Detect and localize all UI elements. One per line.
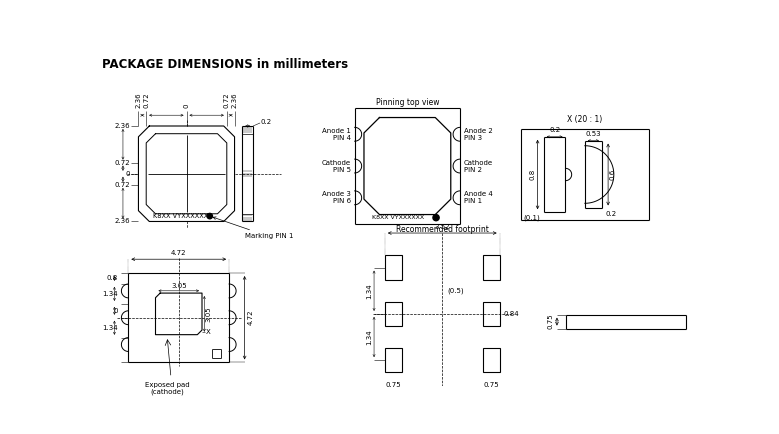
Text: 3.05: 3.05 [206, 306, 212, 322]
Text: (0.5): (0.5) [447, 288, 464, 294]
Text: (0.1): (0.1) [523, 214, 540, 221]
Text: 1.34: 1.34 [365, 329, 372, 345]
Text: K8XX VYXXXXXX: K8XX VYXXXXXX [153, 213, 208, 219]
Text: 0.8: 0.8 [106, 276, 118, 282]
Text: 0.2: 0.2 [261, 119, 272, 125]
Text: 3.52: 3.52 [435, 224, 450, 230]
Text: Cathode
PIN 5: Cathode PIN 5 [322, 160, 351, 173]
Text: Anode 1
PIN 4: Anode 1 PIN 4 [322, 128, 351, 141]
Text: Anode 2
PIN 3: Anode 2 PIN 3 [464, 128, 492, 141]
Text: 0.72: 0.72 [115, 160, 130, 166]
Text: 0.72: 0.72 [143, 92, 150, 108]
Text: 0.75: 0.75 [386, 381, 401, 388]
Bar [385, 348, 402, 372]
Text: 0.72: 0.72 [224, 92, 230, 108]
Text: Exposed pad
(cathode): Exposed pad (cathode) [145, 381, 189, 395]
Text: Recommended footprint: Recommended footprint [396, 225, 488, 233]
Text: 2.36: 2.36 [136, 92, 142, 108]
Text: 4.72: 4.72 [171, 250, 186, 256]
Text: 4.72: 4.72 [248, 310, 254, 326]
Bar [385, 255, 402, 280]
Text: 0.6: 0.6 [610, 169, 615, 180]
Text: X: X [206, 329, 210, 335]
Text: 0.84: 0.84 [503, 311, 519, 317]
Text: Anode 3
PIN 6: Anode 3 PIN 6 [322, 191, 351, 204]
Text: Pinning top view: Pinning top view [375, 98, 439, 107]
Bar [385, 302, 402, 326]
Text: 0.2: 0.2 [549, 127, 560, 133]
Text: 1.34: 1.34 [365, 283, 372, 299]
Text: 1.34: 1.34 [102, 325, 118, 331]
Text: 0: 0 [125, 171, 130, 177]
Bar [482, 348, 499, 372]
Text: X (20 : 1): X (20 : 1) [567, 115, 602, 125]
Text: 0: 0 [184, 103, 189, 108]
Text: 0.53: 0.53 [586, 131, 601, 137]
Circle shape [207, 214, 213, 219]
Text: 0: 0 [113, 308, 118, 314]
Text: 0.75: 0.75 [548, 314, 554, 329]
Text: 2.36: 2.36 [231, 92, 238, 108]
Text: Marking PIN 1: Marking PIN 1 [213, 217, 293, 240]
Text: 1.34: 1.34 [102, 291, 118, 297]
Text: 2.36: 2.36 [115, 218, 130, 224]
Bar [482, 255, 499, 280]
Text: K8XX VYXXXXXX: K8XX VYXXXXXX [372, 215, 424, 220]
Text: 0.72: 0.72 [115, 182, 130, 188]
Text: Anode 4
PIN 1: Anode 4 PIN 1 [464, 191, 492, 204]
Circle shape [433, 214, 439, 221]
Text: 0.8: 0.8 [530, 169, 536, 180]
Text: 2.36: 2.36 [115, 123, 130, 129]
Text: Cathode
PIN 2: Cathode PIN 2 [464, 160, 493, 173]
Text: 3.05: 3.05 [171, 283, 186, 289]
Text: PACKAGE DIMENSIONS in millimeters: PACKAGE DIMENSIONS in millimeters [102, 58, 348, 71]
Text: 0.2: 0.2 [606, 210, 617, 217]
Bar [482, 302, 499, 326]
Text: 0.75: 0.75 [483, 381, 499, 388]
